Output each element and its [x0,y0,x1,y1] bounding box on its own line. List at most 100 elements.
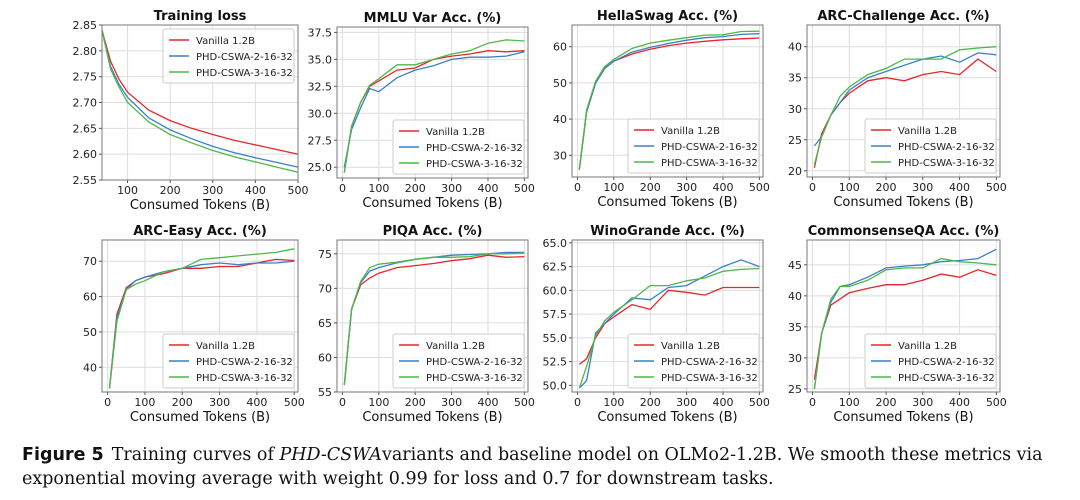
y-tick-label: 50.0 [543,379,568,392]
legend-label: PHD-CSWA-2-16-32 [898,142,995,153]
subplot-7: 0 100 200 300 400 500 25 30 35 40 45 CommonsenseQA … [788,224,1007,425]
y-tick-label: 55.0 [543,332,568,345]
caption-label: Figure 5 [22,445,104,465]
x-tick-label: 500 [986,181,1007,194]
subplot-title: MMLU Var Acc. (%) [364,11,502,26]
legend-label: PHD-CSWA-3-16-32 [661,158,758,169]
x-tick-label: 100 [134,396,155,409]
series-line-phd-cswa-3-16-32 [578,30,760,170]
x-tick-label: 500 [749,396,770,409]
y-tick-label: 57.5 [543,308,568,321]
x-tick-label: 200 [876,181,897,194]
series-line-phd-cswa-2-16-32 [101,30,299,168]
y-tick-label: 50 [553,77,567,90]
subplot-title: CommonsenseQA Acc. (%) [808,224,1000,239]
legend-box [392,333,525,389]
series-line-phd-cswa-2-16-32 [813,248,997,389]
subplot-title: Training loss [154,9,247,24]
x-tick-label: 200 [640,181,661,194]
legend: Vanilla 1.2B PHD-CSWA-2-16-32 PHD-CSWA-3-1… [392,333,525,389]
legend: Vanilla 1.2B PHD-CSWA-2-16-32 PHD-CSWA-3-1… [392,119,525,175]
legend-label: PHD-CSWA-2-16-32 [426,143,523,154]
x-tick-label: 200 [876,396,897,409]
caption-post: variants and baseline model on OLMo2-1.2… [22,445,1043,489]
axes-frame [806,239,1001,393]
x-tick-label: 100 [117,184,138,197]
legend-label: PHD-CSWA-2-16-32 [196,52,293,63]
y-tick-label: 37.5 [308,26,333,39]
legend: Vanilla 1.2B PHD-CSWA-2-16-32 PHD-CSWA-3-1… [864,118,997,174]
x-tick-label: 500 [986,396,1007,409]
subplot-5: 0 100 200 300 400 500 55 60 65 70 75 PIQA Acc. (%) C… [318,224,535,425]
series-line-phd-cswa-3-16-32 [578,267,760,389]
axes-frame [571,24,764,178]
series-line-phd-cswa-3-16-32 [343,39,525,173]
y-tick-label: 2.65 [73,122,98,135]
y-tick-label: 40 [788,290,802,303]
y-tick-label: 40 [788,41,802,54]
axes-frame [571,239,764,393]
y-tick-label: 2.60 [73,148,98,161]
x-tick-label: 500 [514,396,535,409]
y-tick-label: 2.55 [73,174,98,187]
x-tick-label: 300 [912,181,933,194]
y-tick-label: 40 [83,361,97,374]
y-tick-label: 62.5 [543,261,568,274]
legend-box [162,28,295,84]
x-axis-label: Consumed Tokens (B) [597,195,737,210]
x-tick-label: 400 [712,396,733,409]
subplot-title: ARC-Easy Acc. (%) [133,224,267,239]
subplot-4: 0 100 200 300 400 500 40 50 60 70 ARC-Easy Acc. (%… [83,224,305,425]
x-tick-label: 100 [603,181,624,194]
y-tick-label: 20 [788,165,802,178]
x-tick-label: 500 [514,182,535,195]
x-tick-label: 300 [202,184,223,197]
legend-box [627,333,760,389]
y-tick-label: 35 [788,321,802,334]
x-tick-label: 200 [160,184,181,197]
x-axis-label: Consumed Tokens (B) [362,410,502,425]
legend-box [864,333,997,389]
legend-label: PHD-CSWA-3-16-32 [196,373,293,384]
x-axis-label: Consumed Tokens (B) [130,198,270,213]
legend-label: PHD-CSWA-2-16-32 [196,357,293,368]
figure-5-training-curves: 100 200 300 400 5002.552.602.652.702.752.802… [73,9,1007,425]
x-tick-label: 200 [405,182,426,195]
legend: Vanilla 1.2B PHD-CSWA-2-16-32 PHD-CSWA-3-1… [864,333,997,389]
x-tick-label: 200 [172,396,193,409]
legend: Vanilla 1.2B PHD-CSWA-2-16-32 PHD-CSWA-3-1… [627,333,760,389]
legend-label: PHD-CSWA-2-16-32 [661,357,758,368]
y-tick-label: 25 [788,383,802,396]
legend-box [162,333,295,389]
subplot-title: WinoGrande Acc. (%) [590,224,745,239]
x-tick-label: 500 [288,184,309,197]
x-tick-label: 300 [676,181,697,194]
series-line-phd-cswa-2-16-32 [343,51,525,168]
x-tick-label: 0 [809,181,816,194]
y-tick-label: 35.0 [308,53,333,66]
legend-label: Vanilla 1.2B [196,341,255,352]
x-tick-label: 300 [441,396,462,409]
legend-label: Vanilla 1.2B [661,126,720,137]
caption-italic: PHD-CSWA [279,445,382,465]
x-tick-label: 400 [246,396,267,409]
axes-frame [101,24,299,181]
x-axis-label: Consumed Tokens (B) [597,410,737,425]
x-axis-label: Consumed Tokens (B) [833,410,973,425]
x-tick-label: 300 [209,396,230,409]
subplot-title: ARC-Challenge Acc. (%) [817,9,989,24]
x-axis-label: Consumed Tokens (B) [833,195,973,210]
legend-box [627,118,760,174]
x-tick-label: 0 [809,396,816,409]
x-axis-label: Consumed Tokens (B) [130,410,270,425]
series-line-vanilla-1-2b [343,254,525,386]
x-tick-label: 0 [339,396,346,409]
y-tick-label: 30.0 [308,107,333,120]
x-tick-label: 100 [368,396,389,409]
x-tick-label: 200 [640,396,661,409]
legend-box [864,118,997,174]
legend-label: PHD-CSWA-3-16-32 [661,373,758,384]
legend-label: Vanilla 1.2B [898,126,957,137]
x-tick-label: 0 [339,182,346,195]
x-tick-label: 400 [245,184,266,197]
